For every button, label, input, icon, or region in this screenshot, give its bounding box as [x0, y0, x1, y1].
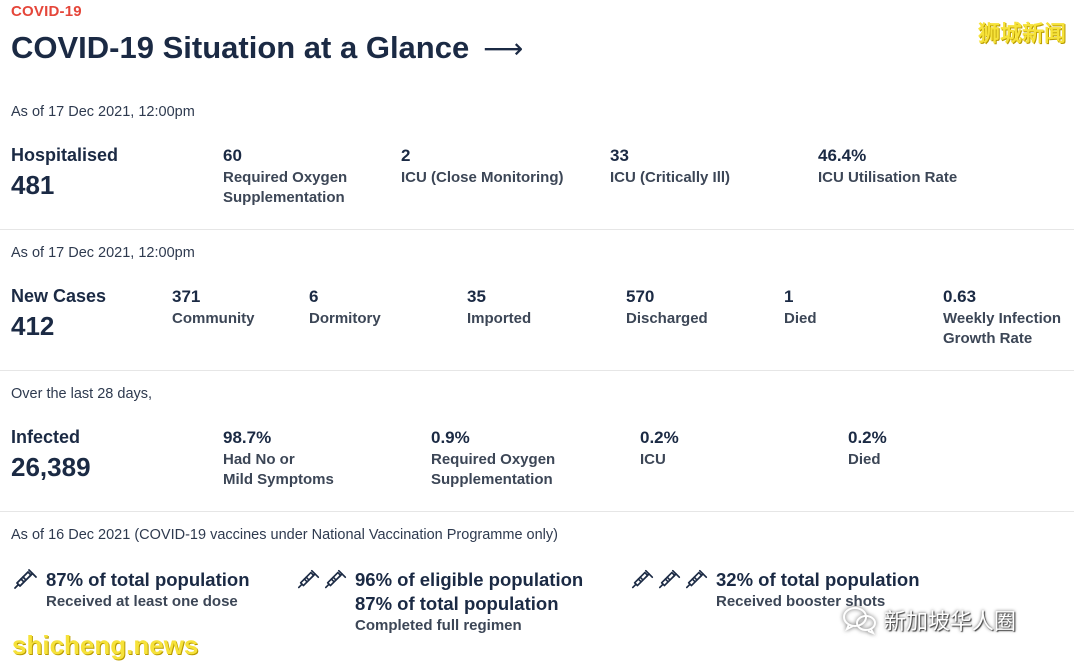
vacc-value: 32% of total population — [716, 569, 920, 590]
syringe-icon — [14, 569, 37, 589]
cases-asof: As of 17 Dec 2021, 12:00pm — [11, 245, 195, 261]
stat-growth-rate: 0.63 Weekly Infection Growth Rate — [943, 287, 1061, 349]
stat-label: ICU Utilisation Rate — [818, 169, 958, 186]
stat-label: Died — [784, 310, 817, 327]
hospitalised-value: 481 — [11, 170, 55, 200]
stat-label: Imported — [467, 310, 532, 327]
vacc-full-regimen-text: 96% of eligible population 87% of total … — [355, 568, 583, 635]
vacc-one-dose: 87% of total population Received at leas… — [12, 568, 250, 611]
stat-value: 0.2% — [848, 428, 887, 447]
vacc-value: 96% of eligible population — [355, 569, 584, 590]
stat-value: 371 — [172, 287, 201, 306]
vacc-value-secondary: 87% of total population — [355, 593, 559, 614]
stat-label: Dormitory — [309, 310, 381, 327]
stat-label: Discharged — [626, 310, 708, 327]
divider — [0, 370, 1074, 371]
page-title-text: COVID-19 Situation at a Glance — [11, 30, 470, 65]
stat-icu-close: 2 ICU (Close Monitoring) — [401, 146, 563, 188]
new-cases-value: 412 — [11, 311, 55, 341]
stat-icu-28d: 0.2% ICU — [640, 428, 679, 470]
vacc-value: 87% of total population — [46, 569, 250, 590]
stat-dormitory: 6 Dormitory — [309, 287, 381, 329]
stat-died-28d: 0.2% Died — [848, 428, 887, 470]
stat-value: 1 — [784, 287, 794, 306]
stat-label: Required Oxygen Supplementation — [431, 451, 556, 488]
stat-oxygen-28d: 0.9% Required Oxygen Supplementation — [431, 428, 555, 490]
stat-label: Died — [848, 451, 881, 468]
syringe-icon — [685, 569, 708, 589]
syringe-icon — [658, 569, 681, 589]
infected-summary: Infected 26,389 — [11, 427, 91, 480]
infected-value: 26,389 — [11, 452, 91, 482]
stat-oxygen: 60 Required Oxygen Supplementation — [223, 146, 347, 208]
syringe-icon-group — [296, 566, 349, 594]
vacc-label: Received at least one dose — [46, 593, 238, 610]
vacc-full-regimen: 96% of eligible population 87% of total … — [296, 568, 583, 635]
category-label[interactable]: COVID-19 — [11, 3, 82, 20]
vacc-booster: 32% of total population Received booster… — [630, 568, 920, 611]
syringe-icon-group — [630, 566, 710, 594]
hospitalised-summary: Hospitalised 481 — [11, 145, 118, 198]
stat-died: 1 Died — [784, 287, 817, 329]
arrow-right-icon: ⟶ — [483, 32, 524, 64]
stat-label: Had No or Mild Symptoms — [223, 451, 334, 488]
syringe-icon — [324, 569, 347, 589]
divider — [0, 511, 1074, 512]
vacc-label: Received booster shots — [716, 593, 886, 610]
stat-label: ICU (Close Monitoring) — [401, 169, 564, 186]
new-cases-label: New Cases — [11, 286, 107, 306]
vacc-label: Completed full regimen — [355, 617, 522, 634]
watermark-bottom-left: shicheng.news — [12, 630, 199, 660]
infected-asof: Over the last 28 days, — [11, 386, 153, 402]
stat-value: 33 — [610, 146, 629, 165]
stat-icu-utilisation: 46.4% ICU Utilisation Rate — [818, 146, 957, 188]
hospital-asof: As of 17 Dec 2021, 12:00pm — [11, 104, 195, 120]
hospitalised-label: Hospitalised — [11, 145, 119, 165]
stat-value: 0.63 — [943, 287, 977, 306]
stat-imported: 35 Imported — [467, 287, 531, 329]
stat-mild: 98.7% Had No or Mild Symptoms — [223, 428, 334, 490]
stat-icu-critical: 33 ICU (Critically Ill) — [610, 146, 730, 188]
stat-value: 98.7% — [223, 428, 272, 447]
stat-label: Required Oxygen Supplementation — [223, 169, 348, 206]
vacc-booster-text: 32% of total population Received booster… — [716, 568, 920, 611]
wechat-icon — [843, 607, 876, 635]
infected-label: Infected — [11, 427, 81, 447]
vacc-one-dose-text: 87% of total population Received at leas… — [46, 568, 250, 611]
stat-label: Community — [172, 310, 255, 327]
stat-value: 570 — [626, 287, 655, 306]
stat-community: 371 Community — [172, 287, 255, 329]
syringe-icon — [631, 569, 654, 589]
syringe-icon-group — [12, 566, 40, 594]
stat-value: 0.2% — [640, 428, 679, 447]
stat-value: 46.4% — [818, 146, 867, 165]
stat-value: 35 — [467, 287, 486, 306]
syringe-icon — [297, 569, 320, 589]
page-title[interactable]: COVID-19 Situation at a Glance ⟶ — [11, 30, 523, 66]
stat-value: 2 — [401, 146, 411, 165]
watermark-top-right: 狮城新闻 — [977, 22, 1066, 47]
divider — [0, 229, 1074, 230]
stat-value: 6 — [309, 287, 319, 306]
stat-value: 0.9% — [431, 428, 470, 447]
stat-label: ICU (Critically Ill) — [610, 169, 731, 186]
stat-label: Weekly Infection Growth Rate — [943, 310, 1062, 347]
stat-label: ICU — [640, 451, 666, 468]
stat-value: 60 — [223, 146, 242, 165]
new-cases-summary: New Cases 412 — [11, 286, 106, 339]
watermark-bottom-right: 新加坡华人圈 — [842, 604, 1016, 636]
stat-discharged: 570 Discharged — [626, 287, 708, 329]
watermark-text: 新加坡华人圈 — [884, 610, 1017, 635]
vaccination-asof: As of 16 Dec 2021 (COVID-19 vaccines und… — [11, 527, 558, 543]
